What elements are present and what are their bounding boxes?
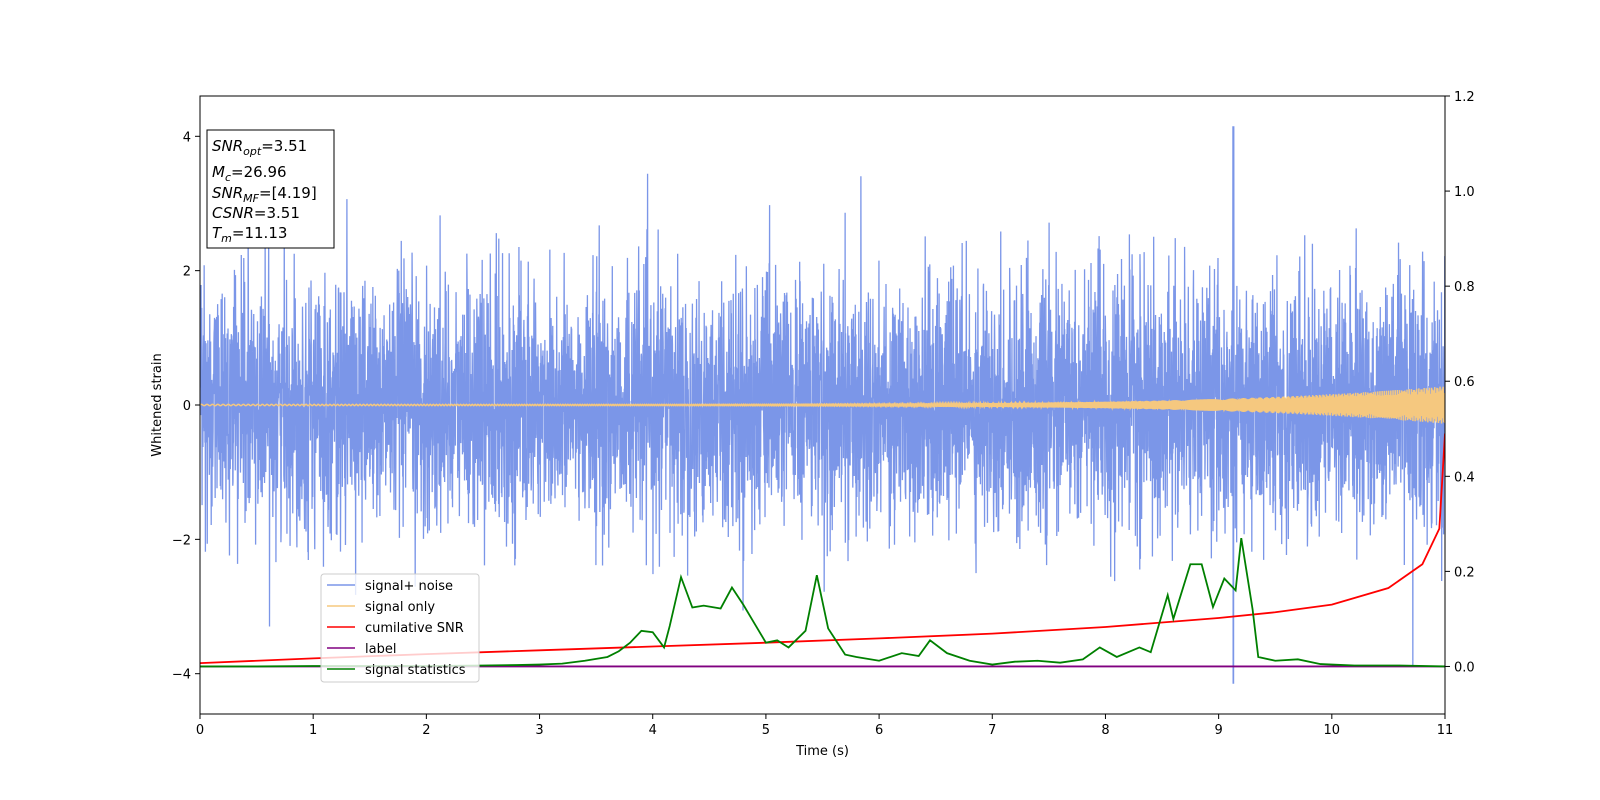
y2-tick-label: 0.2 [1454,565,1475,580]
y-axis-ticks: −4 −2 0 2 4 [172,130,200,683]
y-tick-label: −2 [172,533,191,548]
x-tick-label: 6 [875,723,883,738]
x-tick-label: 0 [196,723,204,738]
info-snr-mf: SNRMF=[4.19] [212,184,317,205]
legend-label-cumulative-snr: cumilative SNR [365,621,464,636]
y2-axis-ticks: 0.0 0.2 0.4 0.6 0.8 1.0 1.2 [1445,90,1475,675]
legend-label-label: label [365,642,396,657]
y-tick-label: −4 [172,668,191,683]
y2-tick-label: 0.6 [1454,375,1475,390]
y-tick-label: 0 [183,399,191,414]
info-snr-opt: SNRopt=3.51 [212,137,307,158]
y-axis-label: Whitened strain [150,353,165,456]
legend: signal+ noise signal only cumilative SNR… [320,573,480,683]
y2-tick-label: 0.8 [1454,280,1475,295]
x-tick-label: 11 [1437,723,1454,738]
y-tick-label: 2 [183,265,191,280]
x-tick-label: 9 [1214,723,1222,738]
info-mc: Mc=26.96 [212,163,287,184]
x-tick-label: 2 [422,723,430,738]
x-tick-label: 1 [309,723,317,738]
series-cumulative-snr-line [200,433,1445,665]
info-box: SNRopt=3.51 Mc=26.96 SNRMF=[4.19] CSNR=3… [206,129,335,249]
x-axis-ticks: 0 1 2 3 4 5 6 7 8 9 10 11 [196,714,1453,738]
y2-tick-label: 0.0 [1454,660,1475,675]
x-tick-label: 7 [988,723,996,738]
series-signal-statistics-line [200,537,1445,668]
legend-frame [320,573,480,683]
x-tick-label: 5 [762,723,770,738]
legend-label-signal-only: signal only [365,600,435,615]
info-tm: Tm=11.13 [212,224,287,245]
legend-label-signal-noise: signal+ noise [365,579,453,594]
info-box-frame [206,129,335,249]
x-tick-label: 10 [1324,723,1341,738]
x-tick-label: 4 [649,723,657,738]
y-tick-label: 4 [183,130,191,145]
y2-tick-label: 1.0 [1454,185,1475,200]
y2-tick-label: 1.2 [1454,90,1475,105]
info-csnr: CSNR=3.51 [212,204,300,222]
x-tick-label: 8 [1101,723,1109,738]
y2-tick-label: 0.4 [1454,470,1475,485]
x-tick-label: 3 [535,723,543,738]
x-axis-label: Time (s) [795,744,849,759]
series-signal-only-line [200,386,1445,424]
legend-label-signal-statistics: signal statistics [365,663,466,678]
